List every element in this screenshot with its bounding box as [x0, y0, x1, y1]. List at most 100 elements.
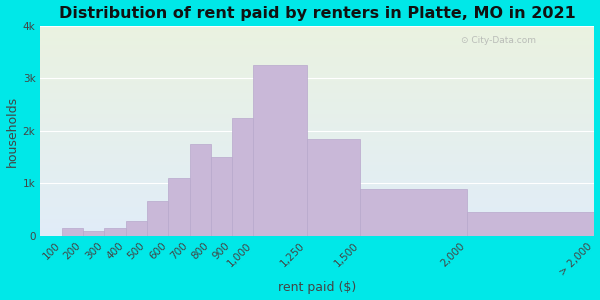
- Bar: [40, 169, 595, 171]
- Bar: [40, 78, 595, 80]
- Bar: [40, 40, 595, 43]
- Bar: [190, 144, 211, 236]
- Bar: [40, 165, 595, 167]
- Bar: [40, 68, 595, 70]
- Bar: [40, 207, 595, 209]
- Bar: [40, 190, 595, 192]
- Y-axis label: households: households: [5, 95, 19, 166]
- Bar: [40, 34, 595, 36]
- Bar: [40, 43, 595, 45]
- Bar: [147, 201, 168, 236]
- Bar: [40, 72, 595, 74]
- Bar: [40, 64, 595, 66]
- Bar: [40, 213, 595, 215]
- Bar: [40, 122, 595, 124]
- Bar: [40, 57, 595, 59]
- Bar: [40, 114, 595, 116]
- Bar: [40, 82, 595, 85]
- Bar: [40, 133, 595, 135]
- Bar: [40, 135, 595, 137]
- Bar: [40, 87, 595, 89]
- Bar: [360, 189, 467, 236]
- Bar: [40, 76, 595, 78]
- Bar: [40, 101, 595, 103]
- Bar: [40, 124, 595, 127]
- Bar: [40, 59, 595, 62]
- Bar: [40, 85, 595, 87]
- Bar: [40, 45, 595, 47]
- Bar: [40, 32, 595, 34]
- Bar: [40, 53, 595, 55]
- Bar: [40, 61, 595, 64]
- Bar: [211, 157, 232, 236]
- Bar: [40, 205, 595, 207]
- Bar: [40, 127, 595, 129]
- Bar: [40, 131, 595, 133]
- Bar: [40, 110, 595, 112]
- Bar: [307, 139, 360, 236]
- Bar: [40, 196, 595, 198]
- Bar: [40, 198, 595, 200]
- Bar: [40, 234, 595, 236]
- Bar: [40, 188, 595, 190]
- Bar: [467, 212, 595, 236]
- Text: ⊙ City-Data.com: ⊙ City-Data.com: [461, 36, 536, 45]
- Bar: [40, 91, 595, 93]
- Bar: [40, 224, 595, 226]
- Bar: [40, 226, 595, 228]
- Bar: [40, 47, 595, 49]
- Bar: [40, 93, 595, 95]
- Bar: [40, 152, 595, 154]
- Bar: [40, 116, 595, 118]
- Bar: [168, 178, 190, 236]
- Bar: [40, 146, 595, 148]
- Bar: [40, 186, 595, 188]
- Bar: [40, 200, 595, 202]
- Bar: [40, 167, 595, 169]
- Bar: [40, 211, 595, 213]
- Bar: [40, 118, 595, 120]
- Bar: [125, 221, 147, 236]
- Bar: [40, 97, 595, 99]
- Bar: [40, 142, 595, 144]
- Bar: [40, 55, 595, 57]
- Bar: [40, 89, 595, 91]
- Bar: [40, 108, 595, 110]
- Bar: [40, 194, 595, 196]
- Bar: [40, 26, 595, 28]
- Bar: [40, 28, 595, 30]
- Bar: [40, 36, 595, 38]
- Bar: [40, 103, 595, 106]
- Bar: [62, 228, 83, 236]
- Bar: [40, 158, 595, 160]
- Bar: [40, 232, 595, 234]
- Bar: [104, 228, 125, 236]
- Bar: [40, 175, 595, 177]
- Bar: [40, 148, 595, 150]
- Bar: [40, 163, 595, 165]
- Bar: [40, 80, 595, 83]
- Bar: [40, 95, 595, 97]
- Bar: [40, 192, 595, 194]
- Bar: [40, 217, 595, 219]
- Bar: [40, 177, 595, 179]
- Bar: [40, 70, 595, 72]
- Bar: [40, 30, 595, 32]
- Bar: [253, 65, 307, 236]
- Bar: [40, 221, 595, 224]
- Bar: [40, 179, 595, 182]
- Bar: [40, 112, 595, 114]
- Bar: [40, 51, 595, 53]
- Bar: [40, 49, 595, 51]
- Bar: [40, 215, 595, 217]
- Bar: [83, 231, 104, 236]
- Bar: [40, 74, 595, 76]
- Bar: [40, 154, 595, 156]
- Bar: [40, 228, 595, 230]
- Bar: [40, 173, 595, 175]
- Bar: [40, 99, 595, 101]
- Bar: [40, 160, 595, 163]
- Bar: [40, 66, 595, 68]
- Bar: [40, 106, 595, 108]
- Bar: [40, 156, 595, 158]
